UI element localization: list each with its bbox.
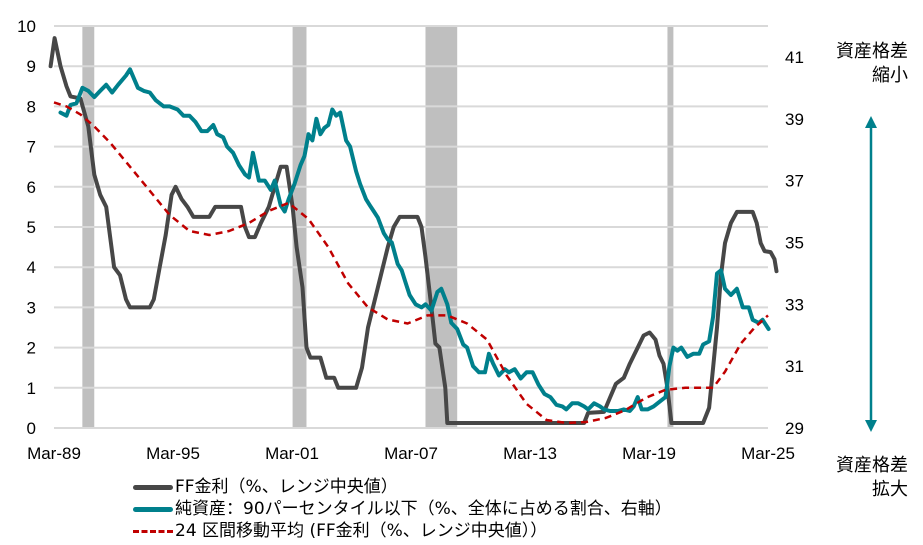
legend-label-net-worth: 純資産：90パーセンタイル以下（%、全体に占める割合、右軸） — [175, 499, 672, 519]
right-tick-label: 39 — [785, 110, 804, 129]
left-tick-label: 3 — [27, 298, 36, 317]
right-tick-label: 33 — [785, 295, 804, 314]
right-tick-label: 35 — [785, 233, 804, 252]
right-tick-label: 41 — [785, 48, 804, 67]
left-tick-label: 7 — [27, 138, 36, 157]
x-tick-label: Mar-95 — [146, 444, 200, 463]
series-lines — [48, 36, 779, 425]
x-tick-label: Mar-89 — [27, 444, 81, 463]
left-tick-label: 0 — [27, 419, 36, 438]
left-tick-label: 1 — [27, 379, 36, 398]
left-tick-label: 2 — [27, 339, 36, 358]
left-axis-ticks: 0 1 2 3 4 5 6 7 8 9 10 — [17, 17, 36, 438]
left-tick-label: 6 — [27, 178, 36, 197]
left-tick-label: 9 — [27, 57, 36, 76]
right-axis-ticks: 29 31 33 35 37 39 41 — [785, 48, 804, 438]
gridlines — [54, 25, 768, 429]
left-tick-label: 8 — [27, 97, 36, 116]
legend-item-ff-rate: FF金利（%、レンジ中央値） — [133, 476, 672, 498]
annotation-gap-widen-line2: 拡大 — [872, 479, 908, 500]
left-tick-label: 4 — [27, 258, 36, 277]
legend-item-net-worth: 純資産：90パーセンタイル以下（%、全体に占める割合、右軸） — [133, 498, 672, 520]
legend-swatch-net-worth — [133, 506, 173, 512]
right-tick-label: 37 — [785, 172, 804, 191]
x-tick-label: Mar-25 — [741, 444, 795, 463]
annotation-gap-widen: 資産格差 拡大 — [812, 454, 908, 502]
right-tick-label: 29 — [785, 419, 804, 438]
right-tick-label: 31 — [785, 357, 804, 376]
left-tick-label: 10 — [17, 17, 36, 36]
gap-direction-arrow-icon — [865, 116, 877, 432]
series-ff-rate-line — [48, 36, 779, 425]
annotation-gap-widen-line1: 資産格差 — [836, 455, 908, 476]
legend-swatch-ff-rate — [133, 484, 173, 490]
x-tick-label: Mar-13 — [503, 444, 557, 463]
x-tick-label: Mar-19 — [622, 444, 676, 463]
series-moving-avg-line — [53, 101, 769, 425]
left-tick-label: 5 — [27, 218, 36, 237]
legend-item-moving-avg: 24 区間移動平均 (FF金利（%、レンジ中央値）） — [133, 520, 672, 542]
x-tick-label: Mar-01 — [265, 444, 319, 463]
legend-swatch-moving-avg — [133, 529, 173, 533]
legend-label-ff-rate: FF金利（%、レンジ中央値） — [175, 477, 398, 497]
annotation-gap-shrink-line2: 縮小 — [872, 65, 908, 86]
chart-legend: FF金利（%、レンジ中央値） 純資産：90パーセンタイル以下（%、全体に占める割… — [133, 476, 672, 542]
x-tick-label: Mar-07 — [384, 444, 438, 463]
legend-label-moving-avg: 24 区間移動平均 (FF金利（%、レンジ中央値）） — [175, 521, 548, 541]
annotation-gap-shrink-line1: 資産格差 — [836, 41, 908, 62]
annotation-gap-shrink: 資産格差 縮小 — [812, 40, 908, 88]
x-axis-ticks: Mar-89 Mar-95 Mar-01 Mar-07 Mar-13 Mar-19 Mar-… — [27, 444, 795, 463]
series-net-worth-line — [58, 67, 771, 413]
